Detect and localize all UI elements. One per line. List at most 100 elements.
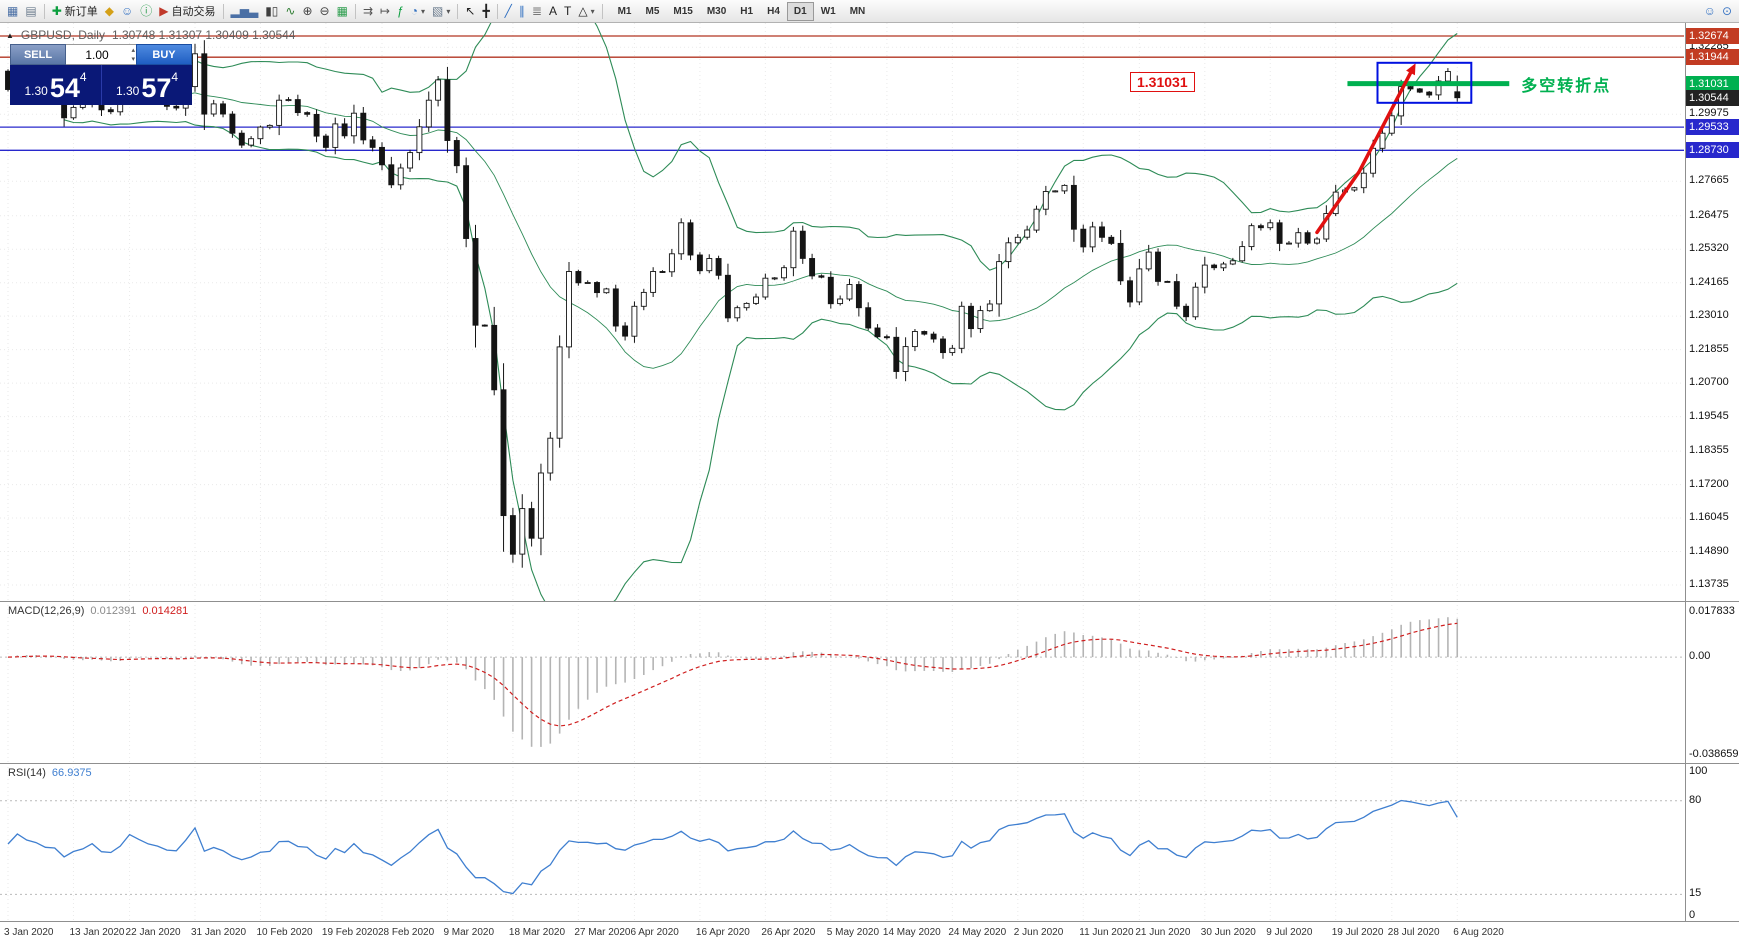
- search-icon[interactable]: ⊙: [1721, 4, 1732, 18]
- price-tick-label: 1.27665: [1689, 174, 1729, 187]
- rsi-label: RSI(14) 66.9375: [8, 767, 92, 779]
- buy-price[interactable]: 1.30 57 4: [101, 65, 192, 105]
- channel-icon[interactable]: ∥: [516, 2, 528, 21]
- timeframe-mn[interactable]: MN: [849, 5, 866, 17]
- periods-icon: ◔: [410, 4, 418, 18]
- new-chart-icon[interactable]: ▦: [4, 2, 21, 21]
- time-axis-label: 11 Jun 2020: [1079, 927, 1134, 938]
- macd-scale-label: 0.00: [1689, 650, 1711, 663]
- pane-separator[interactable]: [0, 601, 1739, 602]
- pivot-price-callout[interactable]: 1.31031: [1130, 71, 1195, 92]
- cursor-icon: ↖: [465, 4, 476, 18]
- community-icon: ☺: [120, 4, 134, 18]
- sell-price-prefix: 1.30: [24, 84, 48, 98]
- label-icon[interactable]: T: [561, 2, 574, 21]
- crosshair-icon[interactable]: ╋: [479, 2, 492, 21]
- timeframe-w1[interactable]: W1: [820, 5, 836, 17]
- info-icon[interactable]: ⓘ: [137, 2, 155, 21]
- timeframe-h1[interactable]: H1: [740, 5, 754, 17]
- candlestick-chart-icon[interactable]: ▮▯: [262, 2, 281, 21]
- time-axis[interactable]: 3 Jan 2020 13 Jan 2020 22 Jan 2020 31 Jan 2…: [0, 921, 1685, 947]
- chevron-down-icon: ▾: [421, 6, 426, 16]
- rsi-pane[interactable]: [0, 763, 1684, 921]
- trendline-icon[interactable]: ╱: [502, 2, 515, 21]
- rsi-line: [7, 799, 1458, 895]
- price-tag-resistance: 1.31944: [1686, 49, 1739, 66]
- timeframe-m5[interactable]: M5: [645, 5, 660, 17]
- timeframe-m1[interactable]: M1: [617, 5, 632, 17]
- timeframe-h4[interactable]: H4: [767, 5, 780, 17]
- zoom-out-icon[interactable]: ⊖: [317, 2, 333, 21]
- sell-button[interactable]: SELL: [10, 44, 66, 65]
- toolbar-separator: [457, 3, 459, 19]
- timeframe-d1[interactable]: D1: [786, 1, 814, 21]
- price-tick-label: 1.21855: [1689, 342, 1729, 355]
- zoom-in-icon[interactable]: ⊕: [299, 2, 315, 21]
- trade-panel-toggle[interactable]: ▲: [6, 30, 14, 40]
- shapes-icon[interactable]: △ ▾: [575, 2, 597, 21]
- autotrading-button-label: 自动交易: [171, 6, 216, 18]
- time-axis-label: 6 Apr 2020: [630, 927, 679, 938]
- cursor-icon[interactable]: ↖: [462, 2, 478, 21]
- profiles-icon[interactable]: ▤: [22, 2, 39, 21]
- info-icon: ⓘ: [140, 4, 153, 18]
- text-icon[interactable]: A: [546, 2, 560, 21]
- price-tick-label: 1.24165: [1689, 275, 1729, 288]
- sell-price[interactable]: 1.30 54 4: [10, 65, 101, 105]
- fibonacci-icon[interactable]: ≣: [529, 2, 545, 21]
- volume-input[interactable]: [66, 45, 136, 64]
- time-axis-label: 5 May 2020: [826, 927, 880, 938]
- macd-pane[interactable]: [0, 601, 1684, 763]
- templates-icon[interactable]: ▧ ▾: [429, 2, 453, 21]
- macd-signal-value: 0.014281: [142, 605, 189, 617]
- autotrading-button[interactable]: ▶ 自动交易: [156, 2, 218, 21]
- community-person-icon[interactable]: ☺: [1703, 4, 1716, 18]
- indicators-icon[interactable]: ƒ: [394, 2, 407, 21]
- community-icon[interactable]: ☺: [118, 2, 136, 21]
- chart-shift-icon: ↦: [380, 4, 391, 18]
- price-tag-current-price: 1.30544: [1686, 89, 1739, 106]
- price-tag-support: 1.28730: [1686, 142, 1739, 159]
- pane-separator[interactable]: [0, 921, 1739, 922]
- volume-up-icon[interactable]: ▴: [131, 47, 135, 54]
- buy-price-prefix: 1.30: [115, 84, 140, 98]
- auto-scroll-icon[interactable]: ⇉: [360, 2, 376, 21]
- templates-icon: ▧: [432, 4, 444, 18]
- time-axis-label: 19 Jul 2020: [1331, 927, 1384, 938]
- pivot-annotation-text[interactable]: 多空转折点: [1521, 77, 1612, 95]
- periods-icon[interactable]: ◔ ▾: [408, 2, 428, 21]
- toolbar: ▦ ▤ ✚ 新订单 ◆ ☺ ⓘ ▶ 自动交易 ▂▅▃ ▮▯ ∿ ⊕ ⊖ ▦ ⇉ ↦ ƒ ◔ ▾ ▧ ▾ ↖ ╋ ╱ ∥ ≣ A T △ ▾ M…: [0, 0, 1739, 23]
- toolbar-separator: [43, 3, 45, 19]
- metaeditor-icon: ◆: [104, 4, 114, 18]
- line-chart-icon: ∿: [285, 4, 296, 18]
- line-chart-icon[interactable]: ∿: [282, 2, 298, 21]
- chart-window[interactable]: ▲ GBPUSD, Daily 1.30748 1.31307 1.30409 …: [0, 23, 1739, 947]
- price-scale[interactable]: 1.32285 1.29975 1.27665 1.26475 1.25320 1.241…: [1685, 23, 1739, 921]
- chart-shift-icon[interactable]: ↦: [377, 2, 393, 21]
- bar-chart-icon[interactable]: ▂▅▃: [228, 2, 262, 21]
- new-chart-icon: ▦: [7, 4, 19, 18]
- new-order-button: ✚: [51, 4, 62, 18]
- time-axis-label: 2 Jun 2020: [1013, 927, 1064, 938]
- tile-windows-icon[interactable]: ▦: [334, 2, 351, 21]
- sell-price-sup: 4: [79, 70, 87, 84]
- volume-down-icon[interactable]: ▾: [131, 56, 135, 63]
- buy-price-big: 57: [141, 73, 172, 103]
- main-price-chart[interactable]: [0, 23, 1684, 601]
- metaeditor-icon[interactable]: ◆: [102, 2, 117, 21]
- zoom-in-icon: ⊕: [302, 4, 313, 18]
- fibonacci-icon: ≣: [531, 4, 542, 18]
- timeframe-m30[interactable]: M30: [706, 5, 727, 17]
- chevron-down-icon: ▾: [590, 6, 595, 16]
- channel-icon: ∥: [518, 4, 525, 18]
- buy-button[interactable]: BUY: [136, 44, 192, 65]
- new-order-button[interactable]: ✚ 新订单: [49, 2, 101, 21]
- time-axis-label: 9 Mar 2020: [443, 927, 495, 938]
- time-axis-label: 16 Apr 2020: [695, 927, 750, 938]
- pane-separator[interactable]: [0, 763, 1739, 764]
- bollinger-lower-band: [63, 119, 1458, 601]
- timeframe-m15[interactable]: M15: [673, 5, 693, 17]
- time-axis-label: 9 Jul 2020: [1266, 927, 1313, 938]
- symbol-period-label: GBPUSD, Daily: [20, 28, 105, 42]
